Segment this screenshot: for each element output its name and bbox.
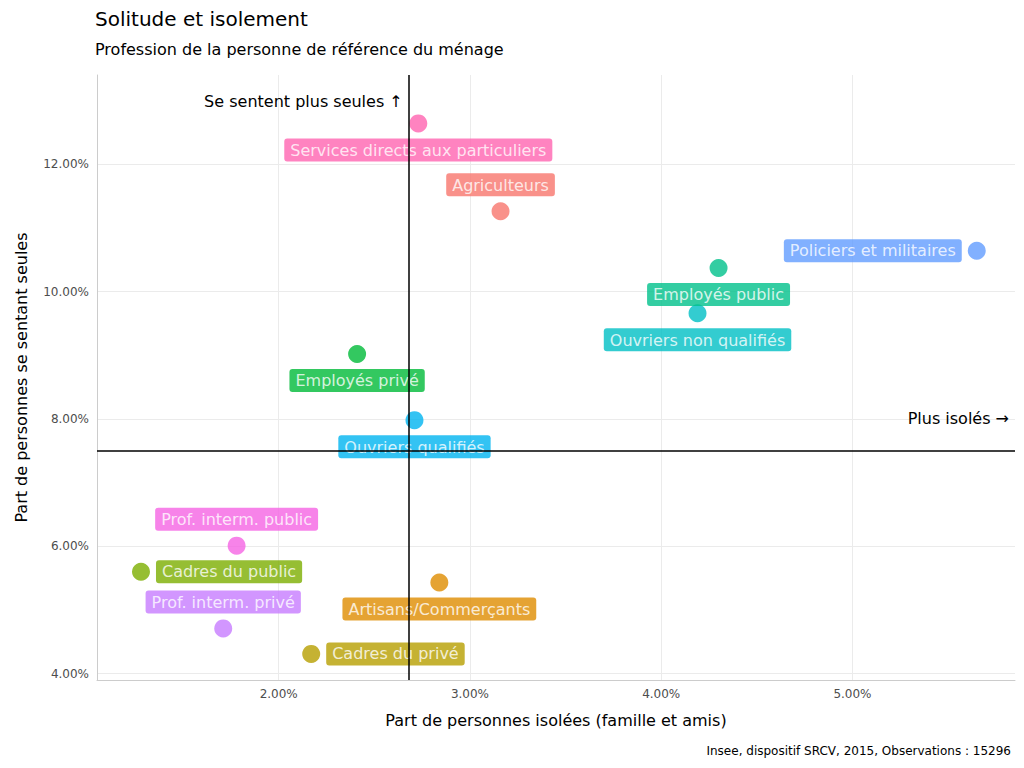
svg-text:5.00%: 5.00% [833, 687, 871, 701]
svg-text:Se sentent plus seules ↑: Se sentent plus seules ↑ [204, 92, 403, 111]
svg-text:Ouvriers qualifiés: Ouvriers qualifiés [344, 438, 484, 457]
svg-text:Cadres du privé: Cadres du privé [332, 644, 459, 663]
svg-text:Profession de la personne de r: Profession de la personne de référence d… [95, 40, 504, 59]
svg-text:Prof. interm. privé: Prof. interm. privé [152, 593, 295, 612]
svg-text:Employés privé: Employés privé [295, 371, 418, 390]
svg-text:4.00%: 4.00% [642, 687, 680, 701]
svg-text:Solitude et isolement: Solitude et isolement [95, 7, 308, 31]
svg-text:Part de personnes se sentant s: Part de personnes se sentant seules [12, 232, 31, 522]
svg-text:Cadres du public: Cadres du public [162, 562, 296, 581]
svg-text:Artisans/Commerçants: Artisans/Commerçants [348, 600, 530, 619]
svg-text:3.00%: 3.00% [451, 687, 489, 701]
svg-text:6.00%: 6.00% [51, 539, 89, 553]
svg-text:Ouvriers non qualifiés: Ouvriers non qualifiés [610, 331, 785, 350]
svg-text:Services directs aux particuli: Services directs aux particuliers [290, 141, 546, 160]
svg-text:Part de personnes isolées (fam: Part de personnes isolées (famille et am… [385, 711, 726, 730]
svg-text:2.00%: 2.00% [260, 687, 298, 701]
svg-text:Prof. interm. public: Prof. interm. public [161, 510, 312, 529]
svg-text:4.00%: 4.00% [51, 667, 89, 681]
svg-text:Plus isolés →: Plus isolés → [908, 409, 1009, 428]
svg-text:Employés public: Employés public [653, 285, 784, 304]
svg-text:12.00%: 12.00% [43, 157, 89, 171]
svg-text:10.00%: 10.00% [43, 285, 89, 299]
svg-text:Policiers et militaires: Policiers et militaires [790, 241, 956, 260]
svg-text:Agriculteurs: Agriculteurs [452, 176, 549, 195]
svg-text:8.00%: 8.00% [51, 412, 89, 426]
svg-text:Insee, dispositif SRCV, 2015,: Insee, dispositif SRCV, 2015, Observatio… [706, 744, 1011, 758]
